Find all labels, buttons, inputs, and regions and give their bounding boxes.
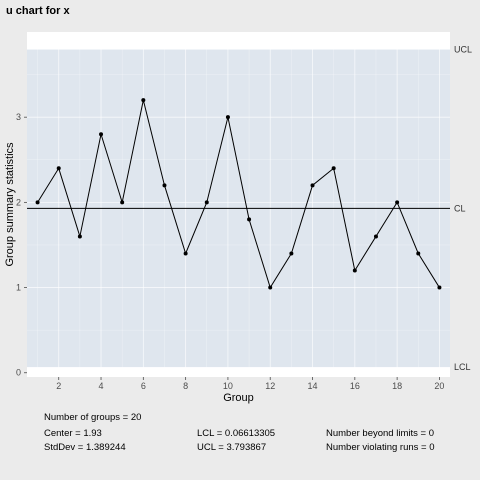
x-tick-label: 8 [183, 381, 188, 391]
x-tick-label: 4 [99, 381, 104, 391]
x-tick-label: 20 [434, 381, 444, 391]
stat-ucl: UCL = 3.793867 [197, 442, 267, 453]
ucl-label: UCL [454, 45, 472, 55]
data-point [183, 251, 188, 256]
data-point [437, 285, 442, 290]
x-tick-label: 10 [223, 381, 233, 391]
data-point [373, 234, 378, 239]
x-axis-label: Group [223, 392, 254, 404]
data-point [56, 166, 61, 171]
x-tick-label: 6 [141, 381, 146, 391]
data-point [331, 166, 336, 171]
data-point [416, 251, 421, 256]
x-tick-label: 2 [56, 381, 61, 391]
chart-title: u chart for x [6, 5, 70, 17]
stat-beyond-limits: Number beyond limits = 0 [326, 428, 434, 439]
y-axis-ticks: 0 1 2 3 [16, 112, 27, 378]
data-point [268, 285, 273, 290]
grid-lines [27, 32, 450, 377]
series-line [37, 100, 440, 289]
lcl-label: LCL [454, 362, 471, 372]
y-axis-label: Group summary statistics [4, 142, 16, 267]
stat-lcl: LCL = 0.06613305 [197, 428, 276, 439]
data-point [204, 200, 209, 205]
data-point [225, 115, 230, 120]
data-point [289, 251, 294, 256]
x-tick-label: 14 [308, 381, 318, 391]
stat-violating-runs: Number violating runs = 0 [326, 442, 435, 453]
stat-center: Center = 1.93 [44, 428, 102, 439]
cl-label: CL [454, 203, 466, 213]
x-tick-label: 12 [265, 381, 275, 391]
y-tick-label: 1 [16, 283, 21, 293]
y-tick-label: 3 [16, 112, 21, 122]
data-point [247, 217, 252, 222]
x-axis-ticks: 2 4 6 8 10 12 14 16 18 20 [56, 377, 444, 391]
data-point [310, 183, 315, 188]
data-point [162, 183, 167, 188]
data-point [35, 200, 40, 205]
data-point [141, 98, 146, 103]
data-point [120, 200, 125, 205]
y-tick-label: 0 [16, 368, 21, 378]
x-tick-label: 16 [350, 381, 360, 391]
data-point [99, 132, 104, 137]
data-points [35, 98, 442, 290]
data-point [77, 234, 82, 239]
stat-stddev: StdDev = 1.389244 [44, 442, 126, 453]
data-point [352, 268, 357, 273]
y-tick-label: 2 [16, 197, 21, 207]
data-point [395, 200, 400, 205]
x-tick-label: 18 [392, 381, 402, 391]
stat-number-of-groups: Number of groups = 20 [44, 412, 142, 423]
